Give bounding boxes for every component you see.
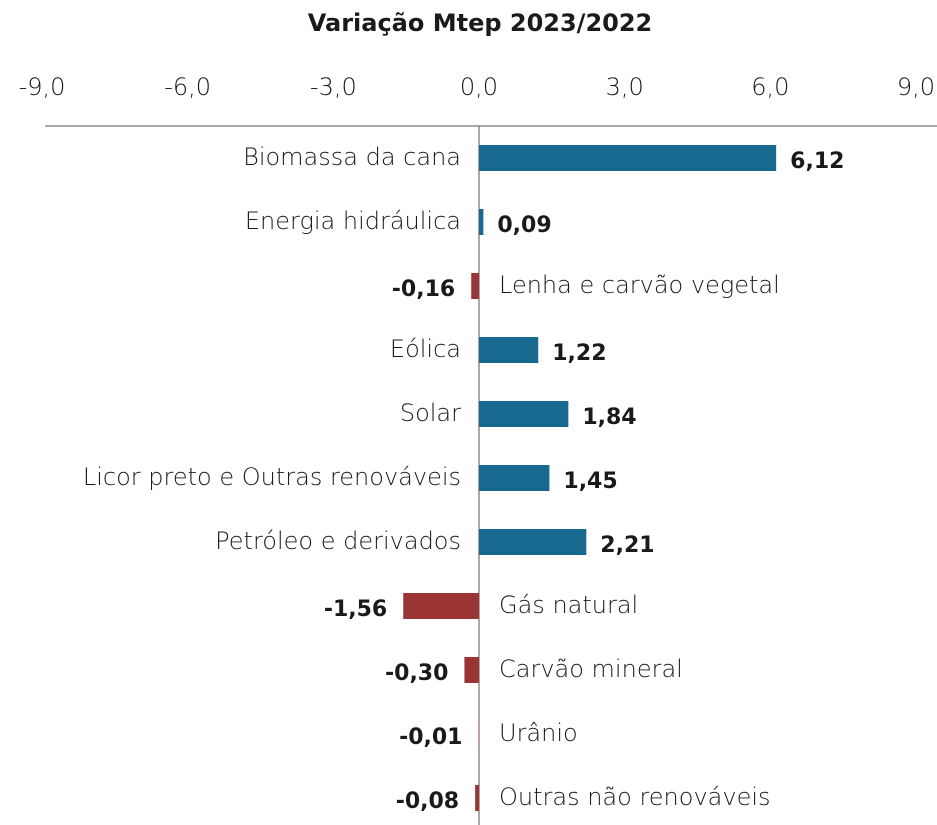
category-label: Energia hidráulica	[245, 207, 461, 235]
value-label: 1,22	[552, 341, 606, 366]
x-tick-label: 3,0	[606, 73, 644, 101]
bar	[479, 529, 587, 555]
value-label: -1,56	[324, 597, 387, 622]
x-tick-label: -3,0	[310, 73, 357, 101]
x-tick-label: 6,0	[751, 73, 789, 101]
value-label: -0,08	[396, 789, 459, 814]
chart-title: Variação Mtep 2023/2022	[308, 9, 653, 37]
bar	[479, 401, 569, 427]
value-label: -0,16	[392, 277, 455, 302]
category-label: Urânio	[499, 719, 578, 747]
category-label: Outras não renováveis	[499, 783, 771, 811]
bar	[479, 465, 550, 491]
x-tick-label: -9,0	[19, 73, 66, 101]
category-label: Licor preto e Outras renováveis	[83, 463, 461, 491]
value-label: 1,45	[563, 469, 617, 494]
bar	[479, 145, 777, 171]
bar	[464, 657, 479, 683]
bar	[479, 337, 539, 363]
bar	[471, 273, 479, 299]
value-label: 1,84	[582, 405, 636, 430]
value-label: -0,30	[385, 661, 448, 686]
value-label: -0,01	[399, 725, 462, 750]
bar	[479, 209, 484, 235]
category-label: Carvão mineral	[499, 655, 683, 683]
category-label: Gás natural	[499, 591, 638, 619]
category-label: Solar	[400, 399, 461, 427]
x-tick-label: 9,0	[897, 73, 935, 101]
value-label: 6,12	[790, 149, 844, 174]
value-label: 0,09	[497, 213, 551, 238]
x-tick-label: -6,0	[164, 73, 211, 101]
category-label: Lenha e carvão vegetal	[499, 271, 780, 299]
category-label: Petróleo e derivados	[215, 527, 461, 555]
category-label: Eólica	[390, 335, 461, 363]
bar	[403, 593, 479, 619]
value-label: 2,21	[600, 533, 654, 558]
bar	[475, 785, 479, 811]
x-tick-label: 0,0	[460, 73, 498, 101]
category-label: Biomassa da cana	[243, 143, 461, 171]
